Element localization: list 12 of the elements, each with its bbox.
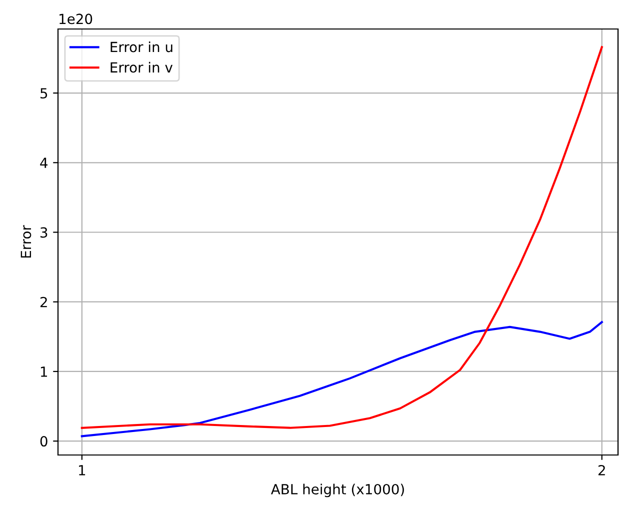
y-axis-title: Error xyxy=(20,225,32,258)
x-axis-title: ABL height (x1000) xyxy=(270,484,404,498)
y-tick-label: 0 xyxy=(40,436,48,447)
y-tick-label: 4 xyxy=(40,158,48,168)
legend-label: Error in v xyxy=(110,62,173,73)
y-tick-label: 2 xyxy=(40,296,47,308)
y-tick-label: 1 xyxy=(40,366,47,377)
y-tick-label: 3 xyxy=(40,227,48,238)
legend-label: Error in u xyxy=(110,42,172,52)
y-tick-label: 5 xyxy=(40,88,48,99)
line-series xyxy=(80,321,603,438)
text: 1e20 xyxy=(60,14,92,24)
